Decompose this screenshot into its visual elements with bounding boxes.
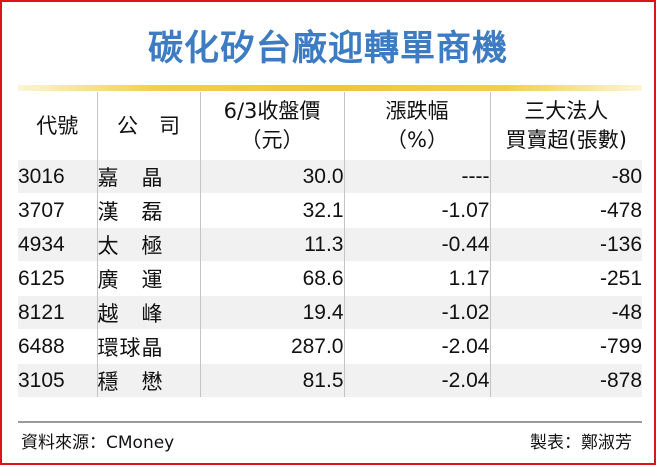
cell-company: 太 極: [96, 227, 200, 262]
table-header-row: 代號 公 司 6/3收盤價 （元） 漲跌幅 （%） 三大法人 買賣超(張數): [18, 92, 642, 160]
cell-code: 6125: [18, 261, 97, 296]
cell-institutional: -251: [489, 261, 642, 296]
header-change-line2: （%）: [386, 128, 448, 152]
header-inst-line2: 買賣超(張數): [505, 128, 627, 152]
cell-change: 1.17: [343, 261, 490, 296]
cell-change: ----: [343, 160, 490, 194]
cell-price: 68.6: [199, 261, 344, 296]
cell-change: -1.07: [343, 193, 490, 228]
cell-price: 19.4: [199, 295, 344, 330]
cell-company: 越 峰: [96, 295, 200, 330]
cell-code: 4934: [18, 227, 97, 262]
cell-code: 8121: [18, 295, 97, 330]
cell-code: 3016: [18, 160, 97, 194]
cell-price: 30.0: [199, 160, 344, 194]
title-divider: [18, 85, 642, 91]
cell-institutional: -799: [489, 329, 642, 364]
table-row: 3707 漢 磊 32.1 -1.07 -478: [18, 193, 642, 228]
cell-code: 3105: [18, 363, 97, 397]
cell-price: 11.3: [199, 227, 344, 262]
cell-price: 32.1: [199, 193, 344, 228]
table-row: 3016 嘉 晶 30.0 ---- -80: [18, 160, 642, 194]
table-row: 4934 太 極 11.3 -0.44 -136: [18, 227, 642, 262]
header-price: 6/3收盤價 （元）: [199, 92, 344, 160]
cell-institutional: -878: [489, 363, 642, 397]
cell-change: -0.44: [343, 227, 490, 262]
cell-company: 廣 運: [96, 261, 200, 296]
table-row: 6125 廣 運 68.6 1.17 -251: [18, 261, 642, 296]
footer-divider: [18, 421, 642, 423]
cell-change: -1.02: [343, 295, 490, 330]
cell-institutional: -48: [489, 295, 642, 330]
table-row: 8121 越 峰 19.4 -1.02 -48: [18, 295, 642, 330]
cell-institutional: -478: [489, 193, 642, 228]
cell-company: 漢 磊: [96, 193, 200, 228]
table-row: 3105 穩 懋 81.5 -2.04 -878: [18, 363, 642, 397]
cell-institutional: -80: [489, 160, 642, 194]
header-inst-line1: 三大法人: [524, 99, 609, 123]
cell-code: 3707: [18, 193, 97, 228]
table-row: 6488 環球晶 287.0 -2.04 -799: [18, 329, 642, 364]
cell-company: 環球晶: [96, 329, 200, 364]
table-maker-credit: 製表：鄭淑芳: [530, 433, 632, 453]
header-price-line2: （元）: [240, 128, 304, 152]
header-code: 代號: [36, 113, 79, 138]
header-institutional: 三大法人 買賣超(張數): [489, 92, 642, 160]
header-price-line1: 6/3收盤價: [223, 99, 321, 123]
header-change: 漲跌幅 （%）: [343, 92, 490, 160]
source-credit: 資料來源：CMoney: [21, 433, 175, 453]
cell-price: 287.0: [199, 329, 344, 364]
stock-table: 代號 公 司 6/3收盤價 （元） 漲跌幅 （%） 三大法人 買賣超(張數) 3…: [18, 92, 642, 397]
cell-institutional: -136: [489, 227, 642, 262]
cell-code: 6488: [18, 329, 97, 364]
cell-company: 穩 懋: [96, 363, 200, 397]
page-title: 碳化矽台廠迎轉單商機: [147, 29, 508, 69]
cell-change: -2.04: [343, 329, 490, 364]
cell-price: 81.5: [199, 363, 344, 397]
cell-company: 嘉 晶: [96, 160, 200, 194]
header-company: 公 司: [96, 92, 200, 160]
header-change-line1: 漲跌幅: [385, 99, 449, 123]
cell-change: -2.04: [343, 363, 490, 397]
